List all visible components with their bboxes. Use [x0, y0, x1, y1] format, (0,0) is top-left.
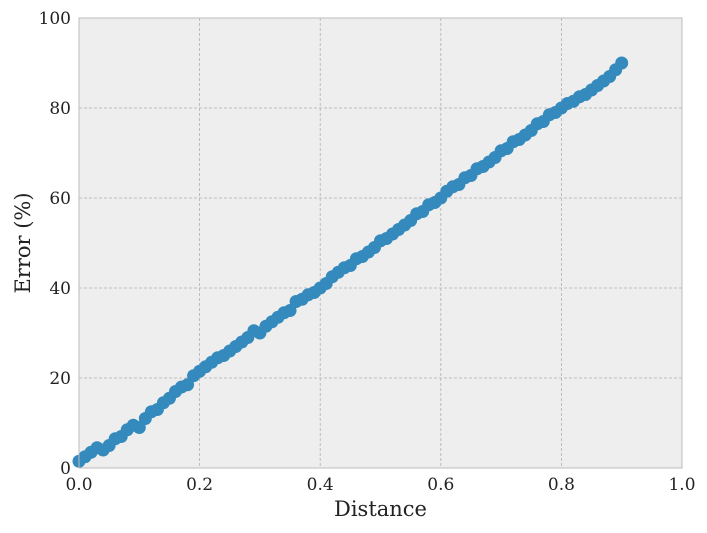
x-tick-label: 0.6 — [427, 475, 454, 495]
x-tick-label: 0.4 — [307, 475, 334, 495]
x-tick-label: 0.8 — [548, 475, 575, 495]
plot-frame — [78, 17, 683, 469]
y-axis-label: Error (%) — [11, 192, 35, 293]
data-points — [72, 56, 629, 468]
x-tick-label: 0.2 — [186, 475, 213, 495]
x-tick-label: 1.0 — [668, 475, 695, 495]
y-tick-label: 20 — [49, 369, 71, 389]
data-point — [615, 56, 629, 70]
y-tick-labels: 0 20 40 60 80 100 — [39, 9, 71, 479]
y-tick-label: 100 — [39, 9, 71, 29]
y-tick-label: 60 — [49, 189, 71, 209]
x-axis-label: Distance — [334, 497, 427, 521]
y-tick-label: 40 — [49, 279, 71, 299]
y-tick-label: 0 — [60, 459, 71, 479]
x-tick-labels: 0.0 0.2 0.4 0.6 0.8 1.0 — [65, 475, 695, 495]
y-tick-label: 80 — [49, 99, 71, 119]
x-tick-label: 0.0 — [65, 475, 92, 495]
grid-lines — [79, 18, 682, 468]
